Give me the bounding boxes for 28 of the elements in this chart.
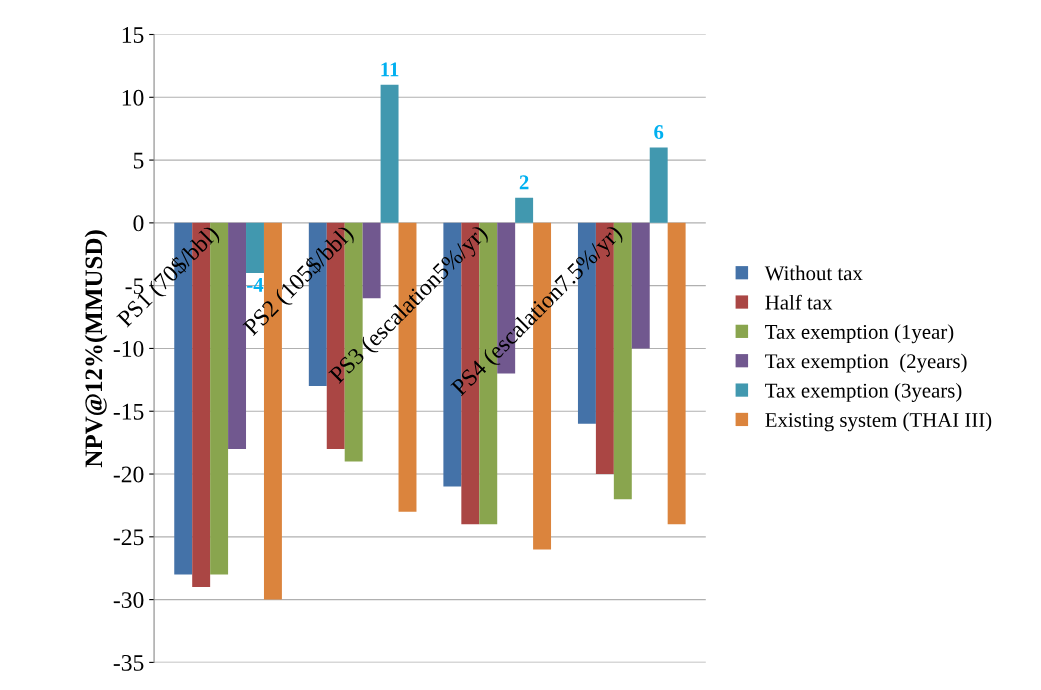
bar bbox=[667, 222, 686, 525]
data-label: 11 bbox=[381, 62, 399, 77]
bar bbox=[649, 147, 668, 223]
y-tick-label: -25 bbox=[113, 529, 144, 546]
y-axis-title: NPV@12%(MMUSD) bbox=[84, 230, 108, 468]
y-tick-label: 0 bbox=[133, 215, 144, 232]
y-tick-label: 15 bbox=[122, 27, 144, 43]
legend-label: Tax exemption (2years) bbox=[765, 353, 967, 373]
bar bbox=[515, 197, 534, 223]
bar bbox=[246, 222, 264, 274]
legend-label: Half tax bbox=[765, 294, 833, 310]
legend-label: Existing system (THAI III) bbox=[765, 412, 992, 432]
y-tick-label: -5 bbox=[125, 278, 144, 295]
legend-label: Without tax bbox=[764, 265, 863, 281]
y-tick-label: 5 bbox=[133, 152, 144, 169]
bar bbox=[380, 84, 399, 223]
data-label: 2 bbox=[519, 175, 529, 190]
y-tick-label: 10 bbox=[122, 89, 144, 106]
y-tick-label: -10 bbox=[113, 340, 144, 357]
bar bbox=[631, 222, 650, 349]
y-tick-label: -35 bbox=[113, 654, 144, 671]
data-label: 6 bbox=[654, 125, 664, 140]
y-tick-label: -20 bbox=[113, 466, 144, 483]
y-tick-label: -30 bbox=[113, 592, 144, 609]
legend-label: Tax exemption (1year) bbox=[765, 324, 954, 344]
legend-label: Tax exemption (3years) bbox=[765, 382, 962, 402]
y-tick-label: -15 bbox=[113, 403, 144, 420]
data-label: -4 bbox=[247, 278, 264, 292]
